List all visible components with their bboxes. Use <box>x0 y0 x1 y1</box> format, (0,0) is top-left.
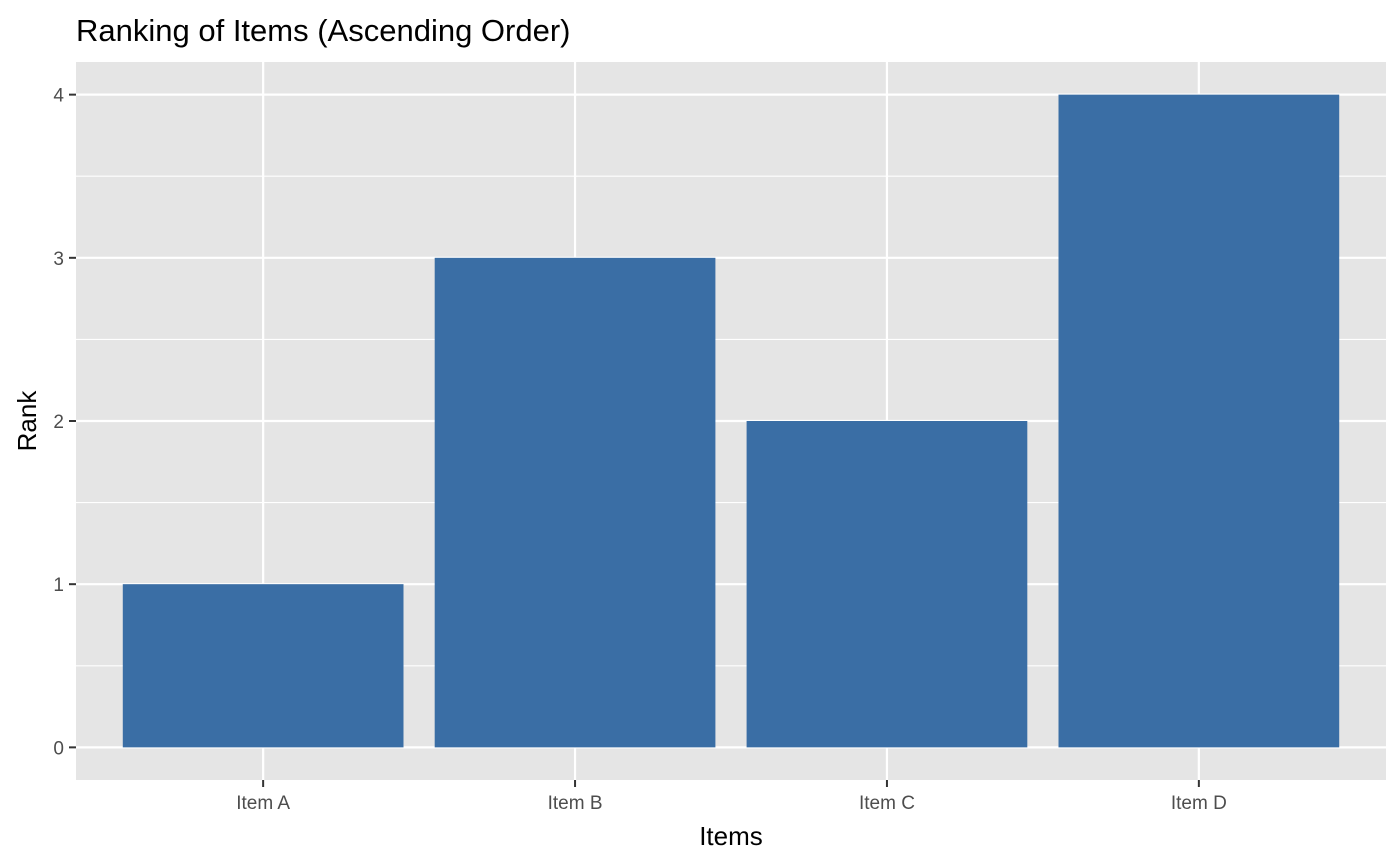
bars <box>122 94 1340 748</box>
x-tick-label: Item D <box>1171 793 1227 814</box>
bar-item-b <box>434 257 716 748</box>
y-axis-ticks: 0 1 2 3 4 <box>53 86 76 759</box>
x-tick-label: Item B <box>548 793 603 814</box>
x-tick-label: Item C <box>859 793 915 814</box>
bar-item-c <box>746 421 1028 748</box>
x-tick-label: Item A <box>236 793 290 814</box>
x-axis-ticks: Item A Item B Item C Item D <box>236 780 1227 814</box>
bar-item-d <box>1058 94 1340 748</box>
y-tick-label: 4 <box>53 86 64 107</box>
y-axis-title: Rank <box>12 390 42 452</box>
bar-item-a <box>122 584 404 748</box>
x-axis-title: Items <box>699 821 763 851</box>
y-tick-label: 0 <box>53 738 64 759</box>
chart-title: Ranking of Items (Ascending Order) <box>76 13 571 48</box>
y-tick-label: 3 <box>53 249 64 270</box>
y-tick-label: 1 <box>53 575 64 596</box>
y-tick-label: 2 <box>53 412 64 433</box>
